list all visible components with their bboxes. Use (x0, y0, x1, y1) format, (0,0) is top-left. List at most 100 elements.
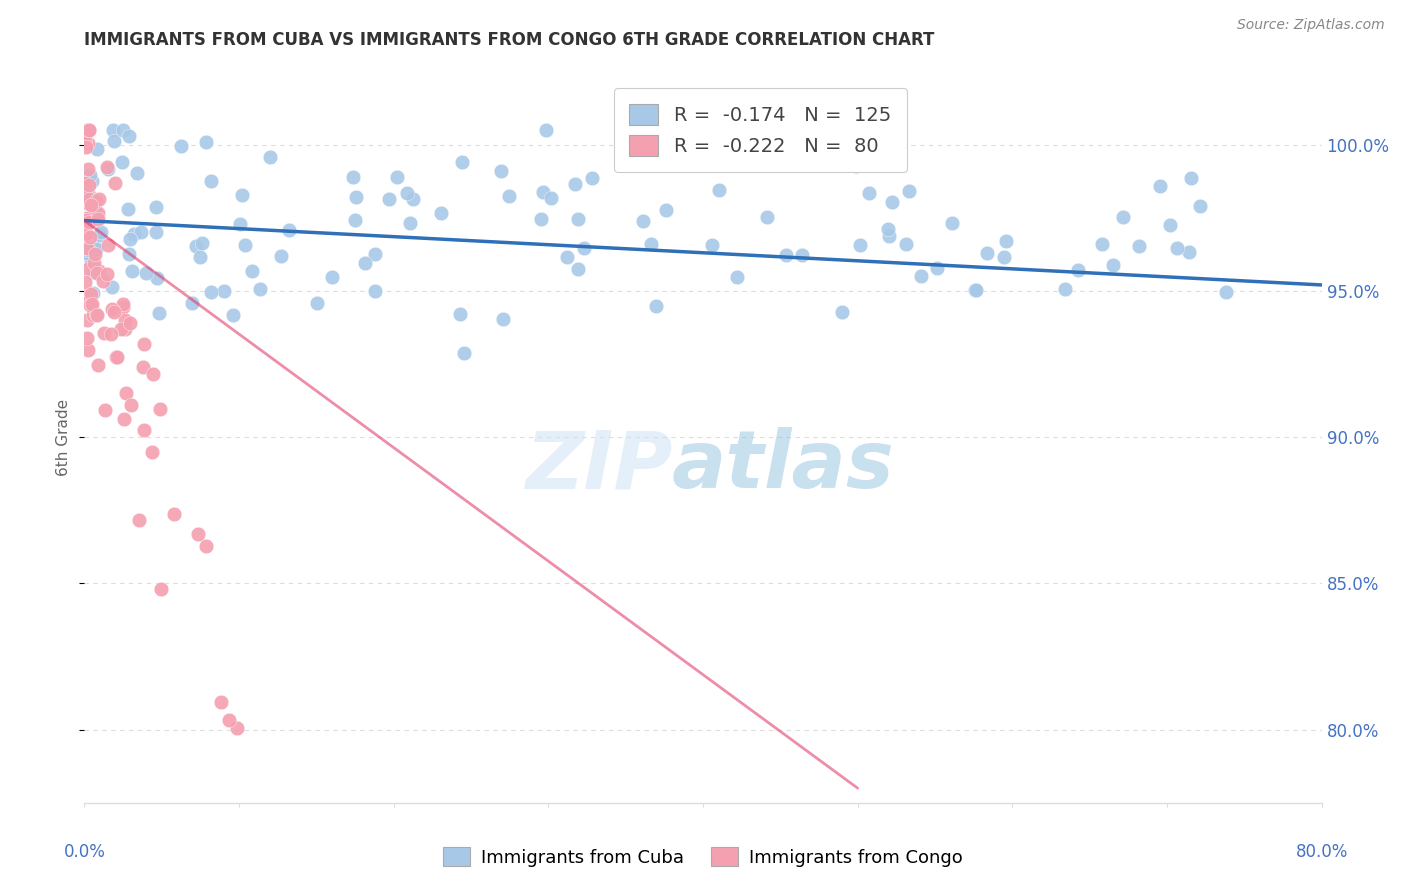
Point (1166, 241, 1188, 255)
Point (270, 249, 292, 263)
Point (87, 192, 110, 206)
Point (76, 189, 98, 203)
Point (1128, 238, 1150, 252)
Legend: Immigrants from Cuba, Immigrants from Congo: Immigrants from Cuba, Immigrants from Co… (436, 840, 970, 874)
Point (702, 238, 724, 252)
Point (76, 331, 98, 345)
Point (111, 300, 134, 314)
Point (364, 246, 387, 260)
Point (492, 311, 515, 326)
Point (277, 223, 299, 237)
Point (77, 123, 100, 137)
Point (222, 308, 245, 322)
Point (845, 160, 868, 174)
Point (77, 343, 100, 358)
Point (228, 217, 250, 231)
Point (187, 527, 209, 541)
Point (80, 297, 103, 311)
Point (644, 299, 666, 313)
Point (82, 174, 104, 188)
Point (75, 275, 97, 289)
Point (880, 194, 903, 209)
Point (84, 242, 107, 256)
Point (1053, 282, 1076, 296)
Point (114, 312, 136, 326)
Point (77, 261, 100, 276)
Point (540, 191, 562, 205)
Point (451, 155, 474, 169)
Point (184, 239, 207, 253)
Point (858, 186, 880, 201)
Point (1178, 245, 1201, 260)
Point (121, 264, 143, 278)
Point (876, 221, 898, 235)
Point (491, 164, 513, 178)
Point (146, 271, 169, 285)
Point (111, 154, 134, 169)
Point (97, 161, 120, 176)
Point (77, 188, 100, 202)
Point (87, 358, 110, 372)
Point (631, 214, 654, 228)
Text: ZIP: ZIP (524, 427, 672, 506)
Point (114, 385, 136, 400)
Point (231, 188, 253, 202)
Point (77, 123, 100, 137)
Point (163, 508, 186, 522)
Point (120, 232, 142, 246)
Point (87, 211, 110, 226)
Point (100, 326, 122, 341)
Point (342, 170, 364, 185)
Point (396, 186, 419, 200)
Point (80, 287, 103, 301)
Point (803, 149, 825, 163)
Point (141, 445, 163, 459)
Point (180, 295, 202, 310)
Point (75, 227, 97, 241)
Point (93, 326, 115, 340)
Point (76, 195, 98, 210)
Text: atlas: atlas (672, 427, 894, 506)
Point (97, 238, 120, 252)
Point (118, 128, 141, 143)
Point (91, 274, 114, 288)
Point (103, 305, 125, 319)
Point (132, 336, 155, 351)
Text: Source: ZipAtlas.com: Source: ZipAtlas.com (1237, 18, 1385, 32)
Point (965, 283, 987, 297)
Point (259, 150, 281, 164)
Point (1159, 219, 1181, 233)
Point (848, 238, 870, 252)
Point (249, 282, 271, 296)
Point (75, 188, 97, 202)
Point (75, 246, 97, 260)
Point (449, 307, 471, 321)
Point (84, 307, 107, 321)
Point (77, 192, 100, 206)
Point (112, 412, 135, 426)
Point (149, 402, 172, 417)
Point (195, 135, 218, 149)
Point (104, 350, 127, 364)
Point (200, 173, 222, 187)
Point (242, 264, 264, 278)
Point (555, 250, 578, 264)
Point (101, 123, 124, 137)
Point (1112, 210, 1135, 224)
Point (877, 228, 900, 243)
Point (707, 183, 730, 197)
Point (122, 227, 145, 241)
Point (86, 266, 108, 280)
Point (530, 212, 553, 227)
Point (135, 266, 157, 280)
Point (125, 166, 148, 180)
Point (941, 216, 963, 230)
Point (218, 714, 240, 728)
Point (80, 265, 103, 279)
Point (145, 225, 167, 239)
Point (120, 398, 142, 412)
Point (111, 297, 134, 311)
Point (725, 270, 748, 285)
Point (75, 140, 97, 154)
Point (118, 316, 141, 330)
